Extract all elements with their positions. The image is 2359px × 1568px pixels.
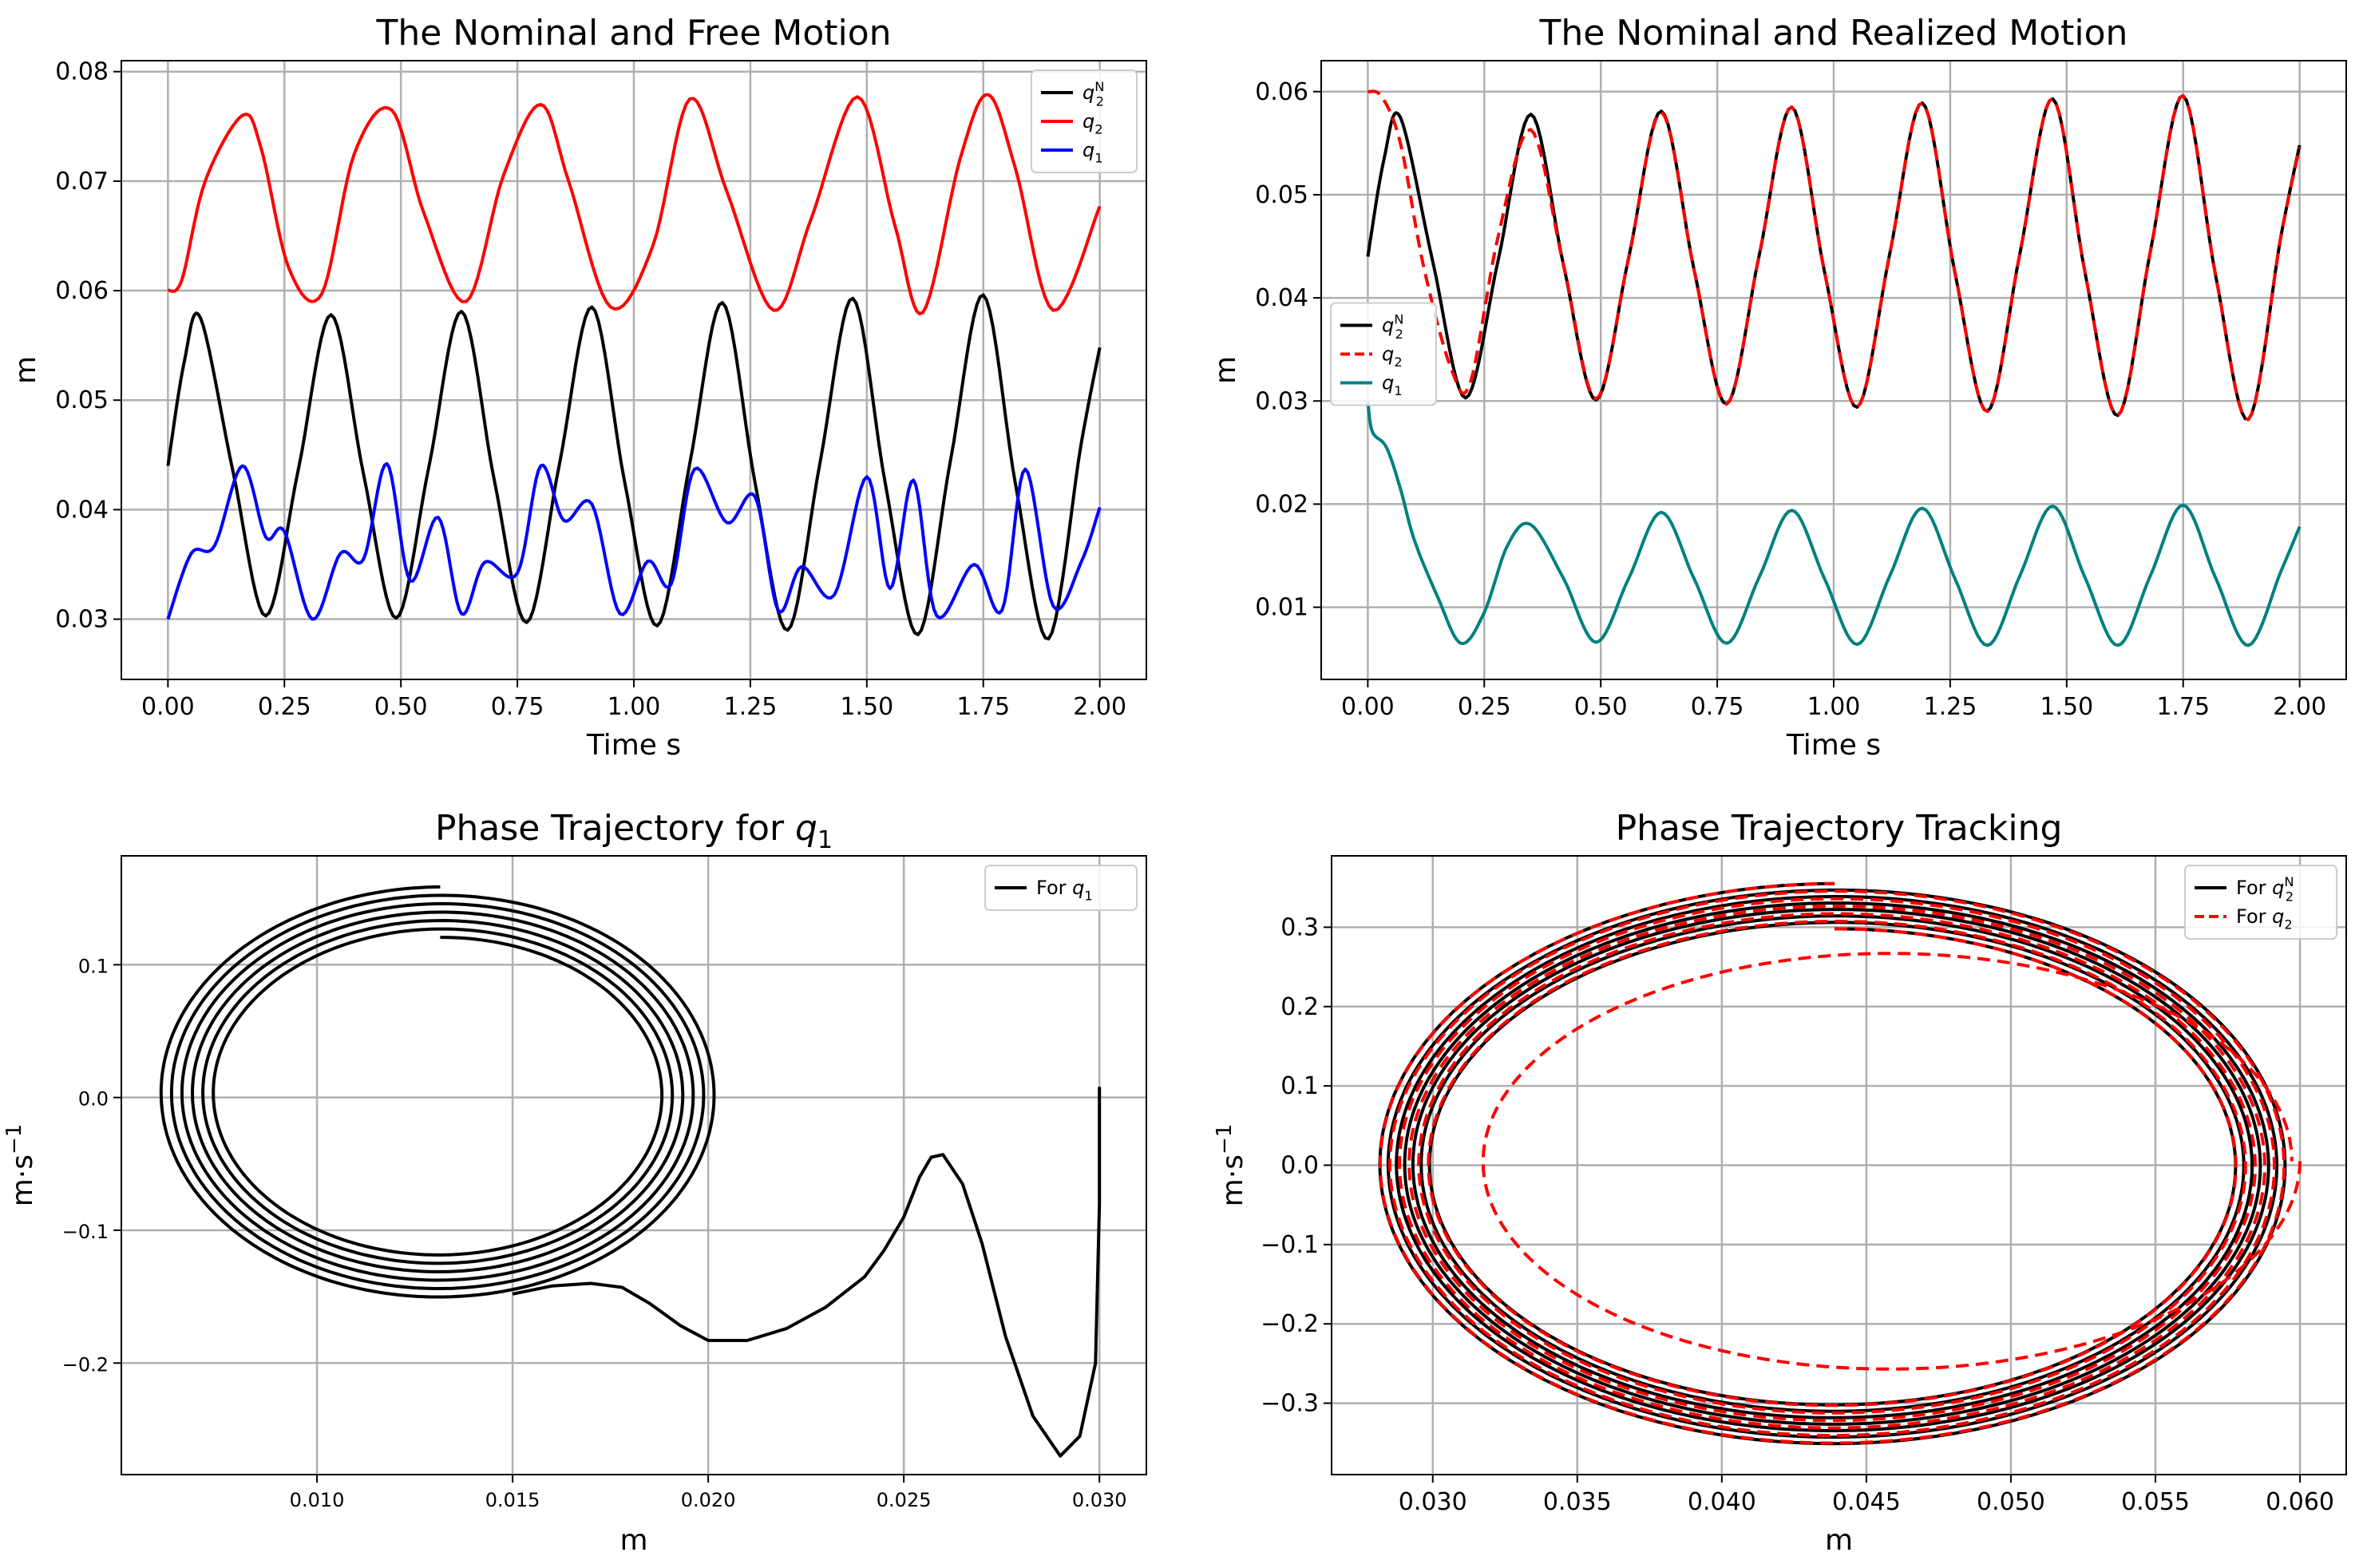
x-tick-label: 0.040 (1688, 1488, 1756, 1516)
x-tick-label: 0.055 (2121, 1488, 2190, 1516)
x-tick-label: 0.015 (485, 1489, 540, 1511)
x-tick-label: 0.00 (141, 693, 195, 721)
y-tick-label: 0.0 (78, 1088, 109, 1111)
series-transient (512, 1087, 1102, 1458)
x-tick-label: 1.75 (2156, 693, 2210, 721)
legend-label: qN 2 (1083, 79, 1104, 109)
x-tick-label: 1.25 (724, 693, 778, 721)
y-tick-label: 0.03 (1255, 387, 1308, 415)
series-orbit-Forq2 (1379, 881, 2286, 1445)
legend-label: For q2 (2236, 905, 2293, 932)
chart-title: The Nominal and Realized Motion (1539, 13, 2128, 53)
axes-frame (121, 855, 1147, 1475)
x-tick-label: 0.00 (1341, 693, 1395, 721)
x-tick-label: 1.75 (956, 693, 1010, 721)
y-tick-label: −0.1 (62, 1221, 109, 1243)
series-line-q2 (167, 93, 1102, 315)
y-tick-label: 0.01 (1255, 594, 1308, 622)
x-tick-label: 0.75 (491, 693, 544, 721)
y-tick-label: 0.07 (55, 168, 109, 196)
x-tick-label: 0.50 (1574, 693, 1628, 721)
chart-panel-1: 0.00 0.25 0.50 0.75 1.00 1.25 1.50 1.75 2.00 0.03… (10, 13, 1147, 762)
y-tick-label: −0.3 (1261, 1390, 1319, 1418)
x-tick-label: 0.50 (374, 693, 428, 721)
y-tick-label: 0.3 (1280, 913, 1319, 941)
y-tick-label: 0.08 (55, 58, 109, 86)
y-tick-label: 0.04 (1255, 284, 1308, 312)
legend-label: q1 (1382, 372, 1403, 399)
x-tick-label: 0.020 (681, 1489, 736, 1511)
y-tick-label: 0.06 (1255, 78, 1308, 106)
x-tick-label: 0.060 (2266, 1488, 2334, 1516)
chart-title: The Nominal and Free Motion (375, 13, 891, 53)
x-axis-label: Time s (1786, 729, 1881, 762)
y-axis-label: m·s−1 (1213, 1124, 1249, 1207)
legend-label: For qN 2 (2236, 874, 2294, 905)
x-tick-label: 0.25 (258, 693, 311, 721)
series-line-q1 (1366, 401, 2302, 647)
x-tick-label: 1.00 (1807, 693, 1861, 721)
legend-label: For q1 (1036, 877, 1093, 904)
y-tick-label: 0.06 (55, 277, 109, 305)
chart-title: Phase Trajectory for q1 (435, 808, 833, 854)
y-tick-label: 0.05 (1255, 181, 1308, 209)
series-line-q2N (166, 293, 1102, 641)
legend-label: q2 (1382, 343, 1403, 370)
y-tick-label: −0.2 (62, 1353, 109, 1376)
series-transient (1481, 952, 2302, 1371)
x-tick-label: 1.25 (1924, 693, 1977, 721)
chart-panel-4: 0.030 0.035 0.040 0.045 0.050 0.055 0.060 −0.3 −… (1213, 808, 2347, 1557)
x-tick-label: 0.045 (1832, 1488, 1901, 1516)
y-tick-label: 0.03 (55, 606, 109, 634)
x-axis-label: m (1825, 1524, 1853, 1557)
y-tick-label: −0.2 (1261, 1310, 1319, 1338)
chart-panel-3: 0.010 0.015 0.020 0.025 0.030 −0.2 −0.1 0.0 0.1 P… (2, 808, 1147, 1557)
x-tick-label: 2.00 (1073, 693, 1126, 721)
y-tick-label: 0.05 (55, 386, 109, 414)
y-tick-label: 0.1 (1280, 1072, 1319, 1100)
axes-frame (121, 60, 1147, 680)
legend-label: qN 2 (1382, 311, 1403, 342)
x-tick-label: 1.00 (608, 693, 661, 721)
y-axis-label: m (10, 356, 42, 384)
series-orbit-Forq1 (159, 885, 716, 1299)
x-tick-label: 0.010 (290, 1489, 345, 1511)
x-tick-label: 1.50 (840, 693, 893, 721)
x-tick-label: 2.00 (2273, 693, 2326, 721)
y-axis-label: m (1209, 356, 1242, 384)
y-tick-label: 0.1 (78, 955, 109, 977)
axes-frame (1331, 855, 2347, 1475)
x-tick-label: 0.75 (1691, 693, 1744, 721)
x-tick-label: 0.035 (1543, 1488, 1612, 1516)
x-axis-label: Time s (586, 729, 681, 762)
chart-panel-2: 0.00 0.25 0.50 0.75 1.00 1.25 1.50 1.75 2.00 0.01… (1209, 13, 2347, 762)
series-line-q1 (166, 461, 1102, 621)
x-tick-label: 0.050 (1977, 1488, 2045, 1516)
y-axis-label: m·s−1 (2, 1124, 39, 1207)
x-tick-label: 1.50 (2040, 693, 2093, 721)
x-tick-label: 0.030 (1399, 1488, 1467, 1516)
legend-label: q1 (1083, 139, 1103, 166)
x-tick-label: 0.025 (877, 1489, 932, 1511)
y-tick-label: −0.1 (1261, 1231, 1319, 1259)
x-axis-label: m (619, 1524, 647, 1557)
legend: For q1 (984, 865, 1138, 911)
y-tick-label: 0.2 (1280, 993, 1319, 1021)
y-tick-label: 0.04 (55, 496, 109, 524)
legend-label: q2 (1083, 110, 1103, 137)
axes-frame (1320, 60, 2347, 680)
x-tick-label: 0.030 (1072, 1489, 1127, 1511)
y-tick-label: 0.02 (1255, 490, 1308, 518)
x-tick-label: 0.25 (1458, 693, 1511, 721)
y-tick-label: 0.0 (1280, 1152, 1319, 1180)
chart-title: Phase Trajectory Tracking (1616, 808, 2063, 849)
